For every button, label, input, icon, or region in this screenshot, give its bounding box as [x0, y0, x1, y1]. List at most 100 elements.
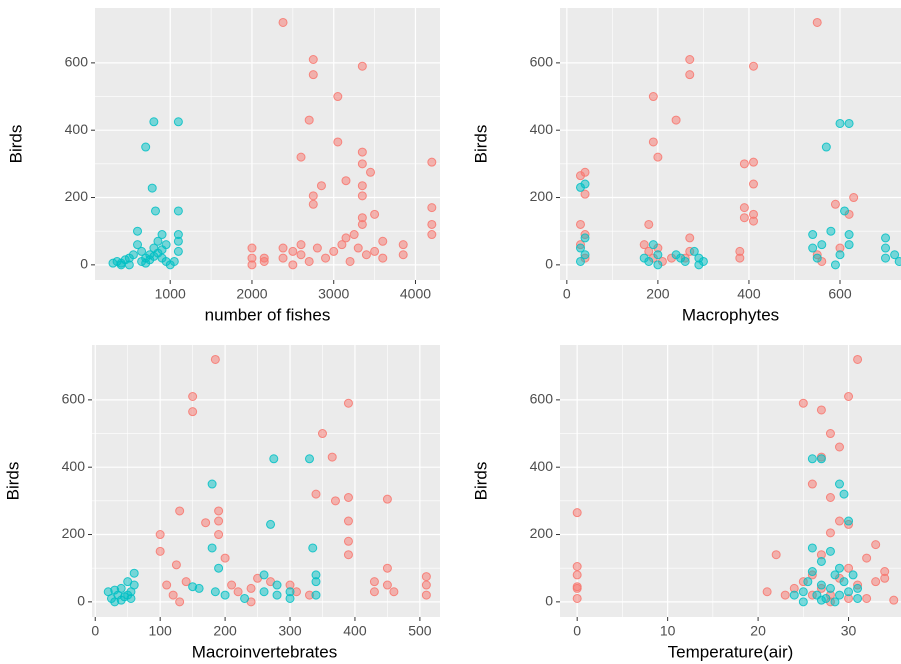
point	[161, 256, 171, 266]
point	[357, 219, 367, 229]
point	[343, 492, 353, 502]
point	[308, 543, 318, 553]
point	[639, 240, 649, 250]
point	[575, 256, 585, 266]
point	[369, 577, 379, 587]
point	[648, 137, 658, 147]
point	[304, 256, 314, 266]
point	[580, 189, 590, 199]
point	[296, 152, 306, 162]
point	[240, 593, 250, 603]
point	[580, 233, 590, 243]
point	[272, 580, 282, 590]
point	[278, 253, 288, 263]
point	[844, 563, 854, 573]
point	[337, 240, 347, 250]
point	[308, 55, 318, 65]
point	[848, 570, 858, 580]
point	[889, 595, 899, 605]
point	[835, 118, 845, 128]
point	[168, 590, 178, 600]
y-tick-label: 400	[62, 458, 86, 474]
point	[278, 17, 288, 27]
y-tick-label: 200	[65, 188, 89, 204]
point	[353, 243, 363, 253]
point	[149, 117, 159, 127]
x-tick-label: 0	[91, 623, 99, 639]
point	[233, 587, 243, 597]
point	[844, 392, 854, 402]
point	[421, 580, 431, 590]
point	[881, 243, 891, 253]
point	[357, 61, 367, 71]
point	[188, 392, 198, 402]
point	[169, 256, 179, 266]
point	[147, 183, 157, 193]
point	[849, 193, 859, 203]
point	[285, 587, 295, 597]
point	[366, 167, 376, 177]
point	[572, 508, 582, 518]
point	[308, 191, 318, 201]
point	[830, 597, 840, 607]
point	[349, 230, 359, 240]
x-tick-label: 300	[278, 623, 302, 639]
point	[689, 246, 699, 256]
point	[808, 230, 818, 240]
y-tick-label: 200	[530, 525, 554, 541]
point	[382, 563, 392, 573]
point	[157, 230, 167, 240]
point	[288, 246, 298, 256]
point	[296, 250, 306, 260]
point	[155, 546, 165, 556]
point	[575, 243, 585, 253]
point	[357, 159, 367, 169]
point	[825, 429, 835, 439]
point	[671, 115, 681, 125]
point	[427, 157, 437, 167]
point	[214, 563, 224, 573]
point	[871, 540, 881, 550]
point	[246, 583, 256, 593]
point	[812, 253, 822, 263]
point	[110, 585, 120, 595]
point	[844, 240, 854, 250]
point	[580, 167, 590, 177]
point	[575, 219, 585, 229]
points	[103, 354, 431, 607]
point	[343, 516, 353, 526]
point	[862, 593, 872, 603]
point	[312, 243, 322, 253]
point	[821, 142, 831, 152]
x-axis-title: Macroinvertebrates	[192, 642, 338, 661]
point	[343, 398, 353, 408]
point	[798, 597, 808, 607]
point	[639, 253, 649, 263]
point	[272, 590, 282, 600]
point	[830, 199, 840, 209]
point	[398, 240, 408, 250]
point	[748, 61, 758, 71]
point	[361, 250, 371, 260]
point	[210, 587, 220, 597]
point	[880, 573, 890, 583]
y-tick-label: 0	[545, 593, 553, 609]
point	[871, 577, 881, 587]
point	[894, 256, 901, 266]
x-tick-label: 10	[660, 623, 676, 639]
point	[853, 583, 863, 593]
points	[108, 17, 437, 270]
point	[311, 577, 321, 587]
y-axis-title: Birds	[3, 462, 22, 501]
y-tick-label: 0	[545, 256, 553, 272]
point	[124, 260, 134, 270]
x-tick-label: 0	[563, 286, 571, 302]
point	[129, 568, 139, 578]
point	[816, 405, 826, 415]
point	[807, 567, 817, 577]
point	[175, 597, 185, 607]
point	[214, 530, 224, 540]
point	[173, 236, 183, 246]
point	[739, 159, 749, 169]
point	[803, 577, 813, 587]
